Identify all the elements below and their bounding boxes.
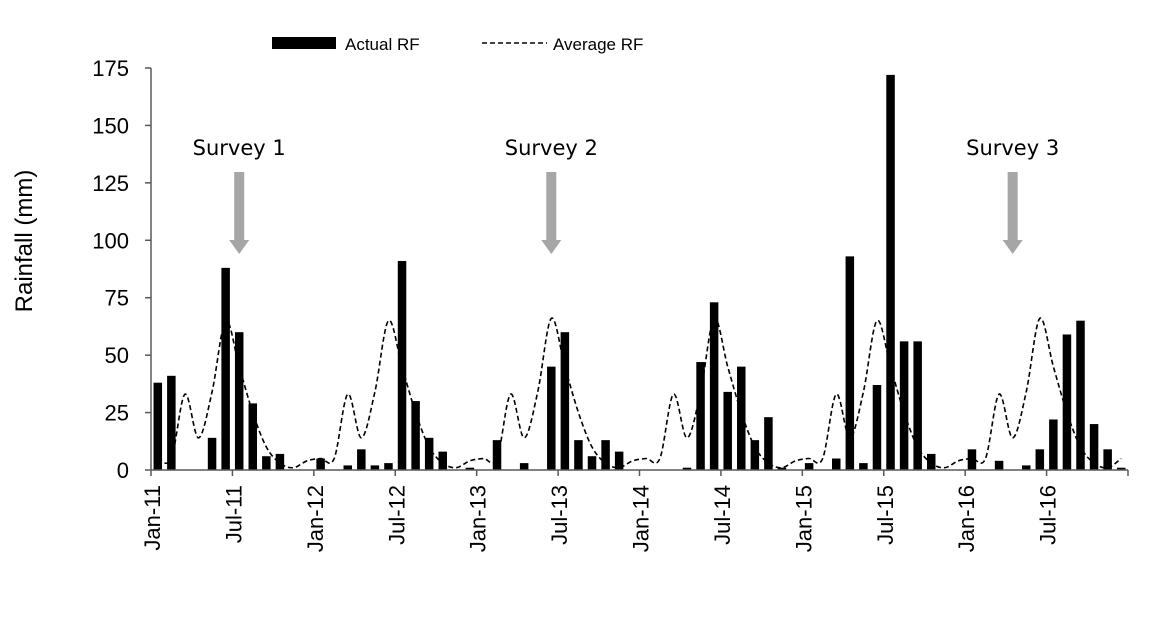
x-tick-label: Jul-12: [384, 485, 409, 545]
bar-actual-rf: [614, 451, 624, 470]
survey-arrow-head: [541, 240, 562, 254]
bar-actual-rf: [1089, 424, 1099, 470]
bar-actual-rf: [1076, 320, 1085, 470]
legend: Actual RF Average RF: [272, 35, 643, 54]
bar-actual-rf: [167, 375, 176, 470]
legend-label-actual-rf: Actual RF: [345, 35, 420, 54]
bar-actual-rf: [465, 467, 475, 470]
x-tick-label: Jul-13: [547, 485, 572, 545]
bar-actual-rf: [777, 467, 787, 470]
bar-actual-rf: [438, 451, 447, 470]
bar-actual-rf: [696, 362, 705, 470]
y-axis-ticks: 0 25 50 75 100 125 150 175: [92, 56, 151, 483]
bar-actual-rf: [397, 260, 407, 470]
x-tick-label: Jul-14: [710, 485, 735, 545]
bar-actual-rf: [845, 256, 855, 470]
bar-actual-rf: [357, 449, 366, 470]
survey-label: Survey 2: [505, 136, 598, 160]
bar-actual-rf: [709, 302, 719, 470]
survey-arrow-head: [1002, 240, 1023, 254]
bar-actual-rf: [737, 366, 746, 470]
plot-area: [153, 74, 1126, 471]
x-tick-label: Jan-12: [303, 485, 328, 552]
x-tick-label: Jul-11: [221, 485, 246, 543]
x-tick-label: Jan-14: [629, 485, 654, 552]
y-axis-title: Rainfall (mm): [11, 170, 38, 313]
y-tick-label: 125: [92, 171, 129, 196]
bar-actual-rf: [411, 401, 420, 470]
survey-arrow-shaft: [1007, 172, 1018, 240]
bar-actual-rf: [764, 417, 773, 470]
y-tick-label: 150: [92, 113, 129, 138]
x-tick-label: Jan-15: [791, 485, 816, 552]
survey-arrow-shaft: [546, 172, 557, 240]
bar-actual-rf: [424, 437, 434, 470]
bar-actual-rf: [750, 440, 760, 470]
bar-actual-rf: [574, 440, 583, 470]
line-average-rf: [157, 317, 1122, 469]
y-tick-label: 75: [105, 286, 129, 311]
y-tick-label: 25: [105, 401, 129, 426]
survey-annotations: Survey 1 Survey 2 Survey 3: [193, 136, 1059, 254]
bar-actual-rf: [547, 366, 556, 470]
bar-actual-rf: [926, 453, 936, 470]
bar-actual-rf: [994, 460, 1004, 470]
bar-actual-rf: [601, 440, 610, 470]
x-tick-label: Jul-16: [1036, 485, 1061, 545]
bar-actual-rf: [207, 437, 217, 470]
y-tick-label: 175: [92, 56, 129, 81]
bar-actual-rf: [832, 458, 841, 470]
x-tick-label: Jul-15: [873, 485, 898, 545]
bar-actual-rf: [275, 453, 285, 470]
bar-actual-rf: [1103, 449, 1112, 470]
survey-label: Survey 3: [966, 136, 1059, 160]
y-tick-label: 100: [92, 228, 129, 253]
x-axis-ticks: Jan-11 Jul-11 Jan-12 Jul-12 Jan-13 Jul-13 Jan-…: [140, 470, 1129, 552]
y-tick-label: 50: [105, 343, 129, 368]
x-tick-label: Jan-16: [954, 485, 979, 552]
bar-actual-rf: [804, 463, 814, 470]
legend-label-average-rf: Average RF: [553, 35, 643, 54]
y-tick-label: 0: [117, 458, 129, 483]
bar-actual-rf: [899, 341, 909, 470]
bar-actual-rf: [1062, 334, 1072, 470]
survey-arrow-head: [229, 240, 250, 254]
bar-actual-rf: [587, 456, 597, 470]
bar-actual-rf: [1049, 419, 1058, 470]
bar-actual-rf: [262, 456, 271, 470]
bar-actual-rf: [560, 332, 570, 470]
bar-actual-rf: [913, 341, 922, 470]
bar-actual-rf: [370, 465, 380, 470]
bar-actual-rf: [384, 463, 393, 470]
survey-annotation: Survey 3: [966, 136, 1059, 254]
bar-actual-rf: [492, 440, 502, 470]
legend-swatch-actual-rf: [272, 37, 336, 49]
bar-actual-rf: [967, 449, 977, 470]
bar-actual-rf: [1021, 465, 1031, 470]
survey-label: Survey 1: [193, 136, 286, 160]
bar-actual-rf: [723, 391, 732, 470]
bar-actual-rf: [682, 467, 692, 470]
x-tick-label: Jan-13: [466, 485, 491, 552]
bar-actual-rf: [343, 465, 353, 470]
bar-actual-rf: [153, 382, 163, 470]
survey-annotation: Survey 1: [193, 136, 286, 254]
bar-actual-rf: [859, 463, 868, 470]
bar-actual-rf: [221, 267, 230, 470]
bar-actual-rf: [872, 385, 882, 470]
bar-actual-rf: [1035, 449, 1045, 470]
bar-actual-rf: [1116, 467, 1126, 470]
survey-arrow-shaft: [234, 172, 245, 240]
bar-actual-rf: [519, 463, 529, 470]
bar-actual-rf: [886, 74, 895, 471]
bar-actual-rf: [234, 332, 244, 470]
x-tick-label: Jan-11: [140, 485, 165, 551]
bar-actual-rf: [316, 458, 325, 470]
bar-actual-rf: [248, 403, 258, 470]
survey-annotation: Survey 2: [505, 136, 598, 254]
